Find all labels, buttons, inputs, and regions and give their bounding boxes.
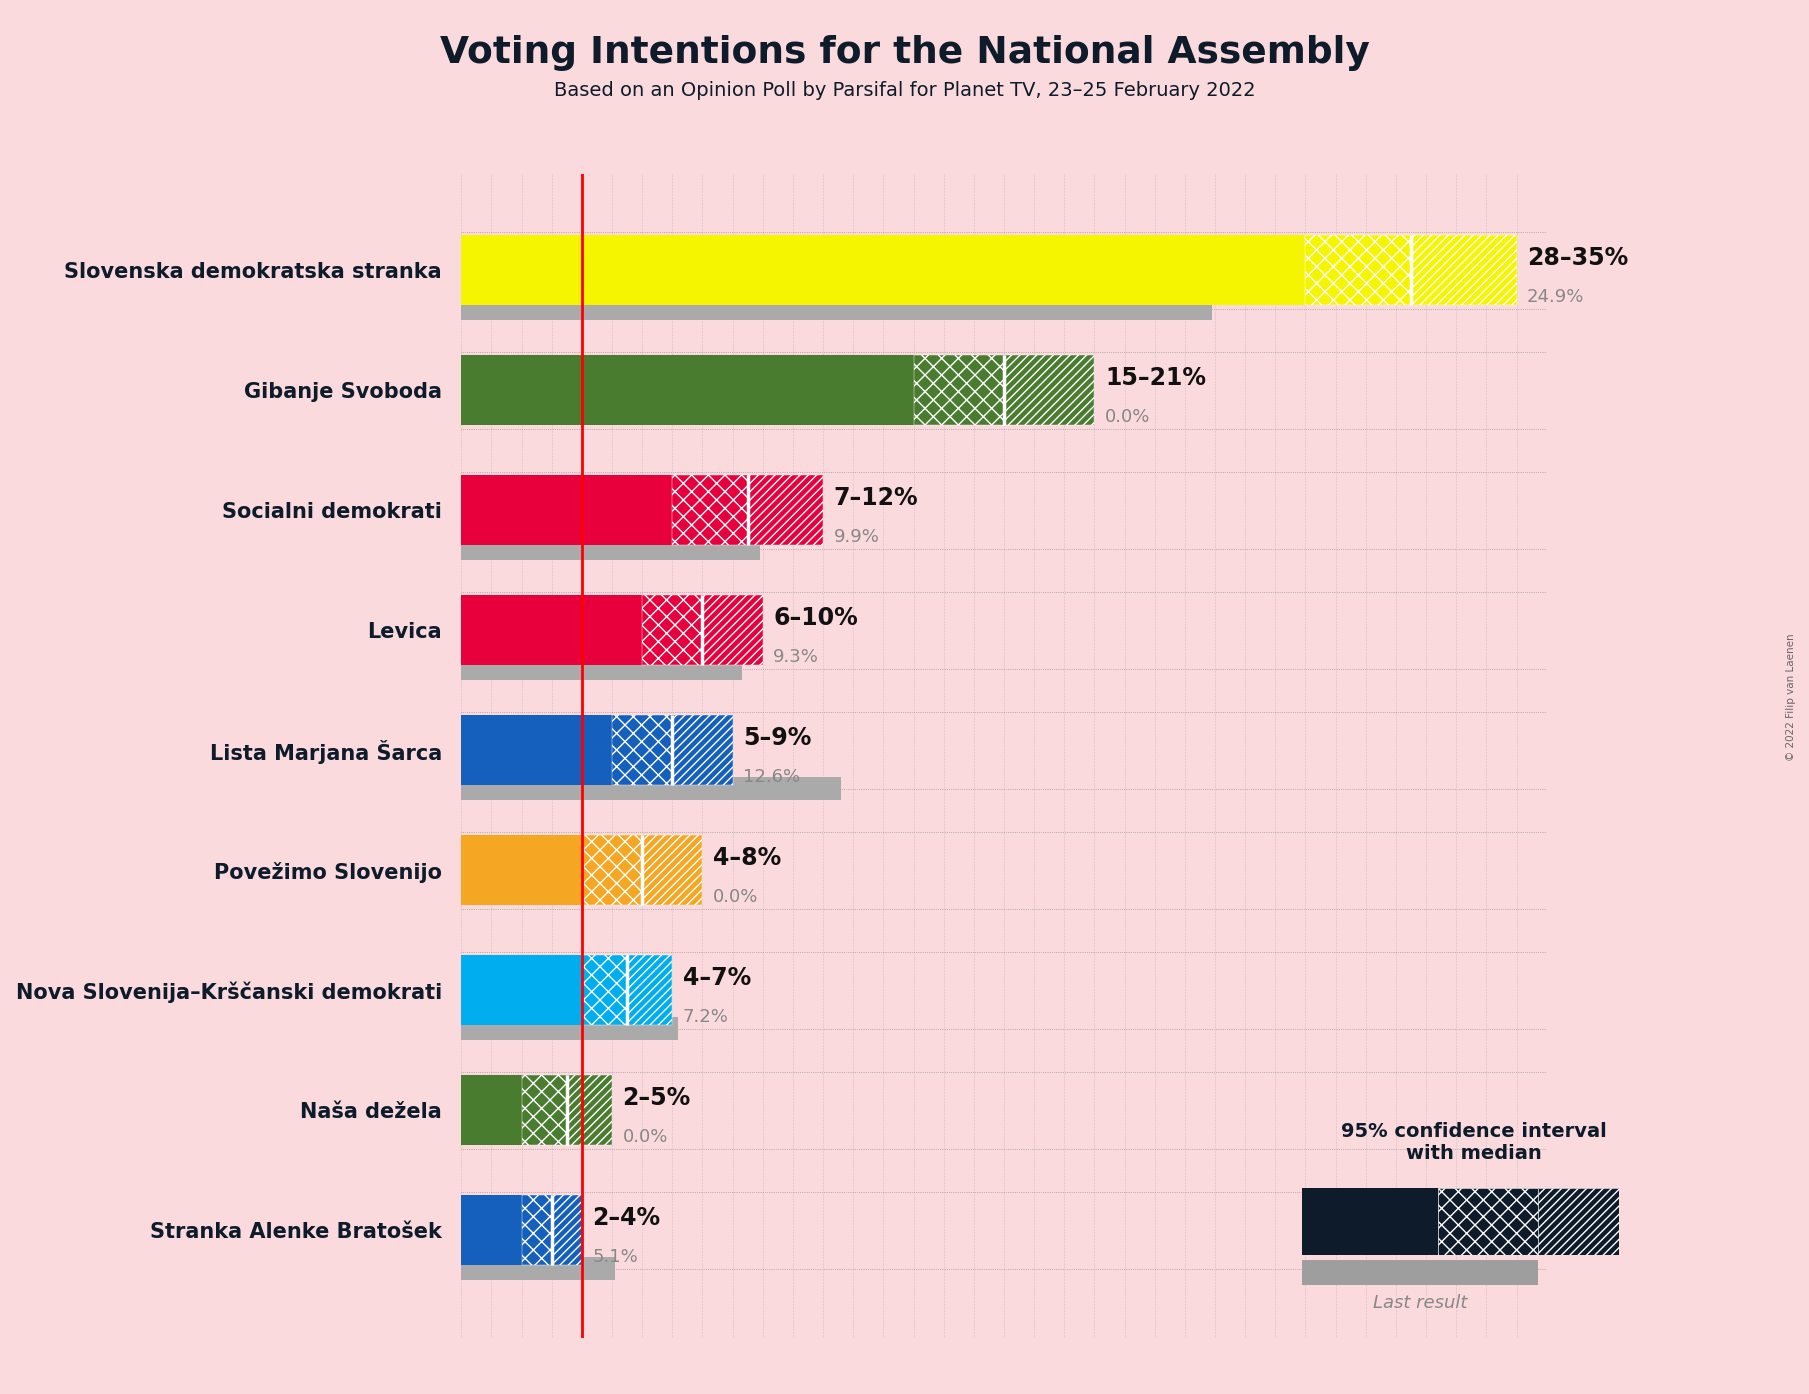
Bar <box>1411 236 1516 305</box>
Bar <box>642 595 702 665</box>
Bar <box>461 355 914 425</box>
Bar <box>521 1196 552 1264</box>
Bar <box>461 595 642 665</box>
Text: 2–4%: 2–4% <box>592 1206 660 1231</box>
Text: 0.0%: 0.0% <box>622 1128 668 1146</box>
Bar <box>582 835 642 905</box>
Bar <box>1004 355 1094 425</box>
Text: 7–12%: 7–12% <box>834 487 919 510</box>
Bar <box>461 538 760 559</box>
Text: Based on an Opinion Poll by Parsifal for Planet TV, 23–25 February 2022: Based on an Opinion Poll by Parsifal for… <box>554 81 1255 100</box>
Text: 24.9%: 24.9% <box>1527 287 1585 305</box>
Bar <box>914 355 1004 425</box>
Bar <box>566 1075 611 1144</box>
Bar <box>642 835 702 905</box>
Bar <box>1306 236 1411 305</box>
Bar <box>461 835 582 905</box>
Bar <box>611 715 673 785</box>
Bar <box>461 1196 521 1264</box>
Bar <box>747 475 823 545</box>
Bar <box>461 1075 521 1144</box>
Text: 9.3%: 9.3% <box>774 648 819 666</box>
Bar <box>461 475 673 545</box>
Text: 95% confidence interval
with median: 95% confidence interval with median <box>1342 1122 1606 1163</box>
Bar <box>673 715 733 785</box>
Bar <box>461 778 841 800</box>
Bar <box>521 1075 566 1144</box>
Bar <box>628 955 673 1025</box>
Text: 5–9%: 5–9% <box>743 726 812 750</box>
Bar <box>461 1257 615 1280</box>
Text: Last result: Last result <box>1373 1294 1467 1312</box>
Text: 2–5%: 2–5% <box>622 1086 691 1110</box>
Bar <box>461 955 582 1025</box>
Bar <box>461 236 1306 305</box>
Bar <box>582 955 628 1025</box>
Bar <box>461 297 1212 319</box>
Text: 5.1%: 5.1% <box>592 1248 639 1266</box>
Text: 4–8%: 4–8% <box>713 846 781 870</box>
Bar <box>702 595 763 665</box>
Bar <box>461 715 611 785</box>
Text: 7.2%: 7.2% <box>684 1008 729 1026</box>
Bar <box>461 658 742 680</box>
Text: 12.6%: 12.6% <box>743 768 800 786</box>
Bar <box>552 1196 582 1264</box>
Bar <box>673 475 747 545</box>
Text: Voting Intentions for the National Assembly: Voting Intentions for the National Assem… <box>440 35 1369 71</box>
Text: © 2022 Filip van Laenen: © 2022 Filip van Laenen <box>1785 633 1796 761</box>
Text: 0.0%: 0.0% <box>713 888 758 906</box>
Text: 9.9%: 9.9% <box>834 528 879 545</box>
Text: 4–7%: 4–7% <box>684 966 751 990</box>
Text: 28–35%: 28–35% <box>1527 247 1628 270</box>
Text: 6–10%: 6–10% <box>774 606 857 630</box>
Text: 15–21%: 15–21% <box>1105 367 1207 390</box>
Bar <box>461 1018 678 1040</box>
Text: 0.0%: 0.0% <box>1105 407 1151 425</box>
